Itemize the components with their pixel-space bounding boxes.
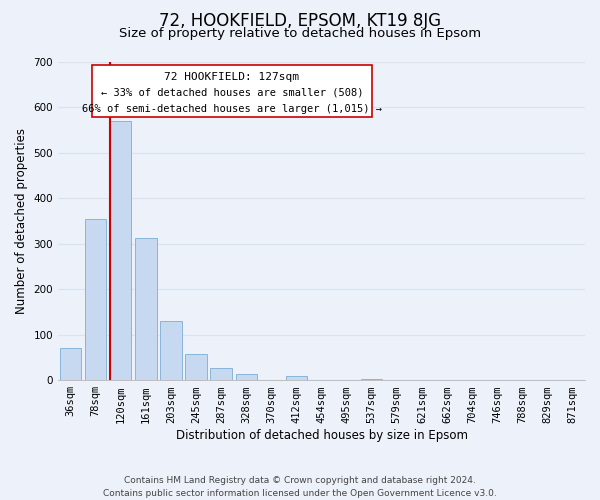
Bar — [211, 368, 232, 380]
Bar — [85, 218, 106, 380]
Text: ← 33% of detached houses are smaller (508): ← 33% of detached houses are smaller (50… — [101, 88, 363, 98]
Bar — [160, 321, 182, 380]
Bar — [110, 120, 131, 380]
Bar — [185, 354, 207, 380]
Text: 66% of semi-detached houses are larger (1,015) →: 66% of semi-detached houses are larger (… — [82, 104, 382, 114]
Text: 72, HOOKFIELD, EPSOM, KT19 8JG: 72, HOOKFIELD, EPSOM, KT19 8JG — [159, 12, 441, 30]
Text: 72 HOOKFIELD: 127sqm: 72 HOOKFIELD: 127sqm — [164, 72, 299, 82]
Y-axis label: Number of detached properties: Number of detached properties — [15, 128, 28, 314]
Text: Contains HM Land Registry data © Crown copyright and database right 2024.
Contai: Contains HM Land Registry data © Crown c… — [103, 476, 497, 498]
Bar — [361, 379, 382, 380]
Bar — [135, 238, 157, 380]
X-axis label: Distribution of detached houses by size in Epsom: Distribution of detached houses by size … — [176, 430, 467, 442]
Bar — [236, 374, 257, 380]
Text: Size of property relative to detached houses in Epsom: Size of property relative to detached ho… — [119, 28, 481, 40]
Bar — [60, 348, 81, 380]
FancyBboxPatch shape — [92, 64, 371, 118]
Bar — [286, 376, 307, 380]
